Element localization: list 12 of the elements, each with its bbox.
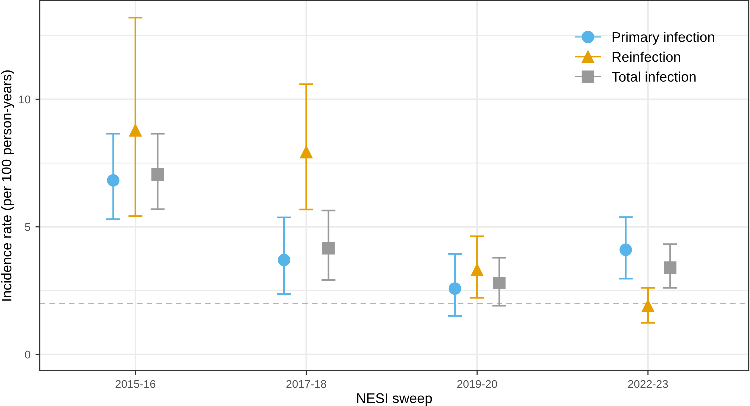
y-axis-title: Incidence rate (per 100 person-years) <box>2 70 14 301</box>
y-tick-label: 10 <box>19 96 31 104</box>
legend-label: Primary infection <box>612 32 714 45</box>
y-tick-label: 0 <box>25 350 31 359</box>
y-tick-label: 5 <box>25 223 31 232</box>
x-tick-label: 2019-20 <box>458 380 498 388</box>
legend-label: Total infection <box>612 72 696 82</box>
x-tick-label: 2022-23 <box>628 380 668 388</box>
x-tick-label: 2017-18 <box>286 380 326 388</box>
x-tick-label: 2015-16 <box>116 380 156 388</box>
legend-label: Reinfection <box>612 52 680 62</box>
x-axis-title: NESI sweep <box>357 394 432 406</box>
